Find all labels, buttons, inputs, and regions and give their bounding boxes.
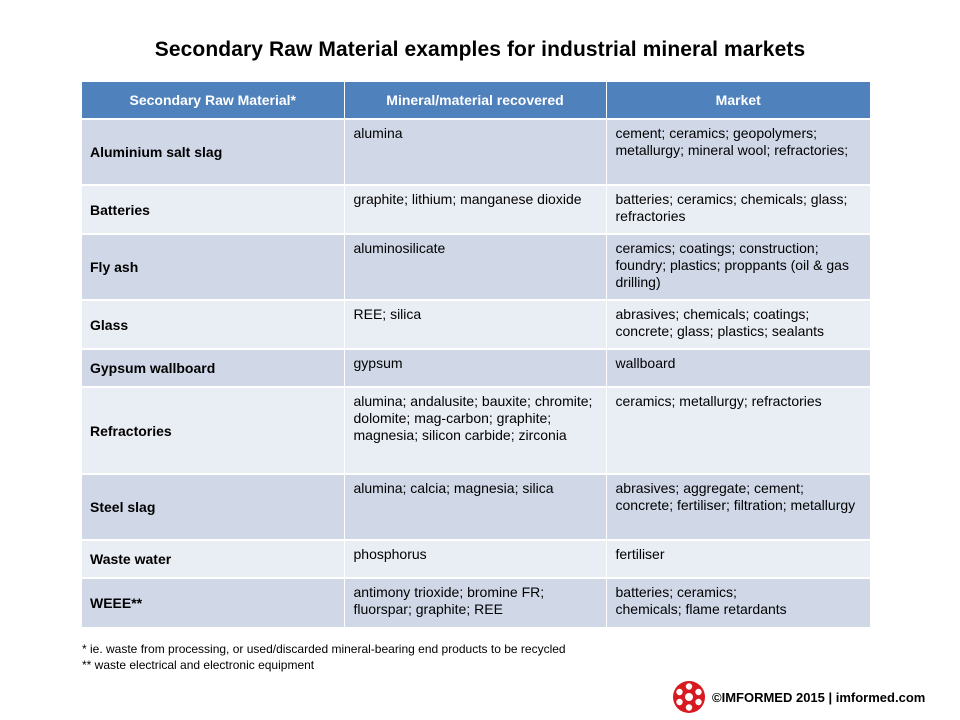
market-cell: batteries; ceramics; chemicals; glass; r… [606, 184, 870, 234]
market-cell: abrasives; chemicals; coatings; concrete… [606, 299, 870, 349]
recovered-cell: alumina [344, 118, 607, 185]
market-cell: wallboard [606, 348, 870, 387]
market-cell: ceramics; metallurgy; refractories [606, 386, 870, 474]
material-cell: Waste water [82, 539, 345, 578]
column-header-material: Secondary Raw Material* [82, 82, 345, 119]
recovered-cell: alumina; calcia; magnesia; silica [344, 473, 607, 540]
material-cell: Refractories [82, 386, 345, 474]
footnote: ** waste electrical and electronic equip… [82, 658, 315, 672]
footnote: * ie. waste from processing, or used/dis… [82, 642, 566, 656]
recovered-cell: alumina; andalusite; bauxite; chromite; … [344, 386, 607, 474]
material-cell: Glass [82, 299, 345, 349]
market-cell: batteries; ceramics; chemicals; flame re… [606, 577, 870, 627]
table-row: Glass REE; silica abrasives; chemicals; … [82, 299, 870, 349]
table-row: Waste water phosphorus fertiliser [82, 539, 870, 578]
table-row: WEEE** antimony trioxide; bromine FR; fl… [82, 577, 870, 627]
table-row: Batteries graphite; lithium; manganese d… [82, 184, 870, 234]
srm-table: Secondary Raw Material* Mineral/material… [82, 82, 870, 627]
table-row: Aluminium salt slag alumina cement; cera… [82, 118, 870, 185]
market-cell: ceramics; coatings; construction; foundr… [606, 233, 870, 300]
footnotes: * ie. waste from processing, or used/dis… [82, 641, 566, 673]
market-cell: cement; ceramics; geopolymers; metallurg… [606, 118, 870, 185]
recovered-cell: gypsum [344, 348, 607, 387]
table-row: Gypsum wallboard gypsum wallboard [82, 348, 870, 387]
table-row: Fly ash aluminosilicate ceramics; coatin… [82, 233, 870, 300]
footer-text: ©IMFORMED 2015 | imformed.com [712, 689, 926, 705]
recovered-cell: antimony trioxide; bromine FR; fluorspar… [344, 577, 607, 627]
table-header-row: Secondary Raw Material* Mineral/material… [82, 82, 870, 119]
footer: ©IMFORMED 2015 | imformed.com [672, 680, 925, 714]
page-title: Secondary Raw Material examples for indu… [154, 38, 806, 61]
recovered-cell: phosphorus [344, 539, 607, 578]
material-cell: Fly ash [82, 233, 345, 300]
imformed-logo-icon [673, 681, 705, 713]
market-cell: abrasives; aggregate; cement; concrete; … [606, 473, 870, 540]
recovered-cell: graphite; lithium; manganese dioxide [344, 184, 607, 234]
recovered-cell: REE; silica [344, 299, 607, 349]
material-cell: Gypsum wallboard [82, 348, 345, 387]
material-cell: Batteries [82, 184, 345, 234]
material-cell: WEEE** [82, 577, 345, 627]
table-row: Steel slag alumina; calcia; magnesia; si… [82, 473, 870, 540]
material-cell: Steel slag [82, 473, 345, 540]
table-row: Refractories alumina; andalusite; bauxit… [82, 386, 870, 474]
column-header-recovered: Mineral/material recovered [344, 82, 607, 119]
market-cell: fertiliser [606, 539, 870, 578]
column-header-market: Market [606, 82, 870, 119]
material-cell: Aluminium salt slag [82, 118, 345, 185]
recovered-cell: aluminosilicate [344, 233, 607, 300]
